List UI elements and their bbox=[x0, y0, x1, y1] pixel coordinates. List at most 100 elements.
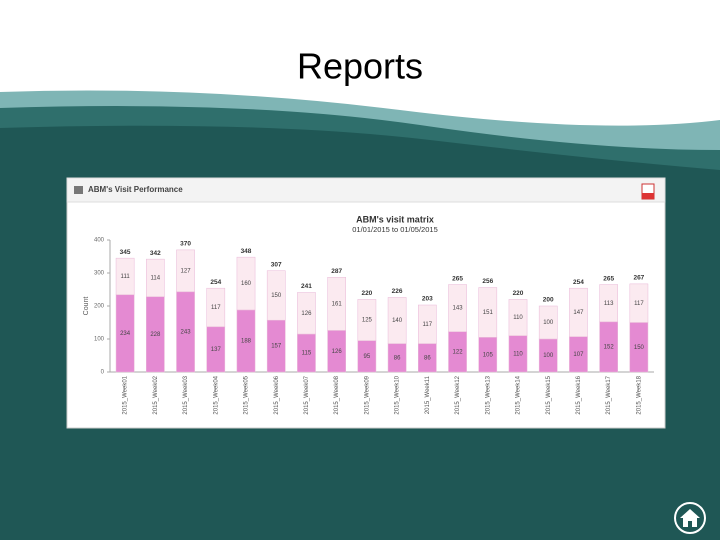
total-label: 254 bbox=[210, 279, 221, 286]
bar-segment bbox=[448, 284, 467, 332]
slide-title: Reports bbox=[297, 46, 423, 87]
segment-label: 151 bbox=[483, 310, 494, 316]
total-label: 267 bbox=[633, 275, 644, 282]
x-tick-label: 2015_Week12 bbox=[455, 375, 461, 414]
x-tick-label: 2015_Week13 bbox=[485, 375, 491, 414]
x-tick-label: 2015_Week07 bbox=[304, 375, 310, 414]
bar-segment bbox=[206, 287, 226, 328]
x-tick-label: 2015_Week02 bbox=[153, 375, 159, 414]
segment-label: 117 bbox=[423, 322, 433, 328]
segment-label: 110 bbox=[513, 351, 523, 357]
segment-label: 140 bbox=[392, 318, 403, 324]
segment-label: 152 bbox=[604, 344, 615, 350]
bar-segment bbox=[236, 256, 256, 311]
segment-label: 86 bbox=[424, 355, 431, 361]
x-tick-label: 2015_Week15 bbox=[546, 375, 552, 414]
total-label: 241 bbox=[301, 283, 312, 290]
home-icon bbox=[680, 509, 700, 527]
home-button[interactable] bbox=[674, 502, 706, 534]
segment-label: 137 bbox=[211, 347, 222, 353]
bar-segment bbox=[538, 305, 558, 340]
bar-segment bbox=[478, 287, 498, 338]
bar-segment bbox=[146, 258, 165, 298]
total-label: 256 bbox=[482, 278, 493, 285]
total-label: 200 bbox=[543, 297, 554, 304]
segment-label: 125 bbox=[362, 318, 373, 324]
segment-label: 115 bbox=[302, 351, 312, 357]
segment-label: 110 bbox=[513, 315, 523, 321]
segment-label: 126 bbox=[301, 311, 312, 317]
x-tick-label: 2015_Week17 bbox=[606, 375, 612, 414]
segment-label: 188 bbox=[241, 339, 252, 345]
segment-label: 113 bbox=[604, 301, 614, 307]
total-label: 307 bbox=[271, 261, 282, 268]
chart-title: ABM's visit matrix bbox=[356, 214, 434, 224]
segment-label: 95 bbox=[364, 354, 371, 360]
y-tick-label: 300 bbox=[94, 271, 105, 277]
x-tick-label: 2015_Week09 bbox=[364, 375, 370, 414]
segment-label: 122 bbox=[453, 349, 464, 355]
x-tick-label: 2015_Week16 bbox=[576, 375, 582, 414]
bar-segment bbox=[327, 277, 346, 331]
x-tick-label: 2015_Week05 bbox=[244, 375, 250, 414]
chart-subtitle: 01/01/2015 to 01/05/2015 bbox=[352, 225, 438, 234]
x-tick-label: 2015_Week18 bbox=[636, 375, 642, 414]
x-tick-label: 2015_Week03 bbox=[183, 375, 189, 414]
y-tick-label: 100 bbox=[94, 337, 105, 343]
y-tick-label: 0 bbox=[101, 370, 105, 376]
bar-segment bbox=[387, 297, 407, 344]
bar-segment bbox=[115, 257, 135, 296]
bar-segment bbox=[569, 287, 588, 337]
segment-label: 111 bbox=[121, 274, 131, 280]
segment-label: 105 bbox=[483, 352, 494, 358]
total-label: 342 bbox=[150, 250, 161, 257]
segment-label: 107 bbox=[573, 352, 584, 358]
total-label: 226 bbox=[392, 288, 403, 295]
segment-label: 147 bbox=[573, 310, 584, 316]
y-tick-label: 200 bbox=[94, 304, 105, 310]
segment-label: 157 bbox=[271, 344, 282, 350]
total-label: 265 bbox=[603, 275, 614, 282]
bar-segment bbox=[297, 292, 316, 335]
total-label: 348 bbox=[241, 248, 252, 255]
x-tick-label: 2015_Week11 bbox=[425, 375, 431, 414]
panel-header bbox=[66, 177, 666, 203]
segment-label: 243 bbox=[181, 329, 192, 335]
bar-segment bbox=[599, 284, 618, 323]
y-axis-label: Count bbox=[83, 297, 90, 316]
panel-title: ABM's Visit Performance bbox=[88, 185, 183, 194]
pdf-band bbox=[642, 193, 654, 199]
bar-segment bbox=[357, 299, 377, 341]
segment-label: 143 bbox=[453, 306, 464, 312]
segment-label: 117 bbox=[211, 305, 221, 311]
total-label: 254 bbox=[573, 279, 584, 286]
total-label: 220 bbox=[513, 290, 524, 297]
segment-label: 228 bbox=[150, 332, 161, 338]
x-tick-label: 2015_Week14 bbox=[516, 375, 522, 414]
segment-label: 126 bbox=[332, 349, 343, 355]
segment-label: 100 bbox=[543, 353, 554, 359]
x-tick-label: 2015_Week06 bbox=[274, 375, 280, 414]
bar-segment bbox=[176, 249, 195, 293]
segment-label: 150 bbox=[271, 293, 282, 299]
segment-label: 127 bbox=[181, 268, 192, 274]
x-tick-label: 2015_Week10 bbox=[395, 375, 401, 414]
segment-label: 234 bbox=[120, 331, 131, 337]
x-tick-label: 2015_Week08 bbox=[334, 375, 340, 414]
segment-label: 161 bbox=[332, 301, 343, 307]
segment-label: 160 bbox=[241, 281, 252, 287]
bar-segment bbox=[629, 283, 649, 323]
bar-segment bbox=[418, 304, 437, 344]
total-label: 370 bbox=[180, 241, 191, 248]
total-label: 287 bbox=[331, 268, 342, 275]
segment-label: 150 bbox=[634, 345, 645, 351]
x-tick-label: 2015_Week04 bbox=[213, 375, 219, 414]
total-label: 345 bbox=[120, 249, 131, 256]
total-label: 203 bbox=[422, 296, 433, 303]
segment-label: 100 bbox=[543, 320, 554, 326]
y-tick-label: 400 bbox=[94, 238, 105, 244]
x-tick-label: 2015_Week01 bbox=[123, 375, 129, 414]
total-label: 265 bbox=[452, 275, 463, 282]
segment-label: 117 bbox=[634, 301, 644, 307]
